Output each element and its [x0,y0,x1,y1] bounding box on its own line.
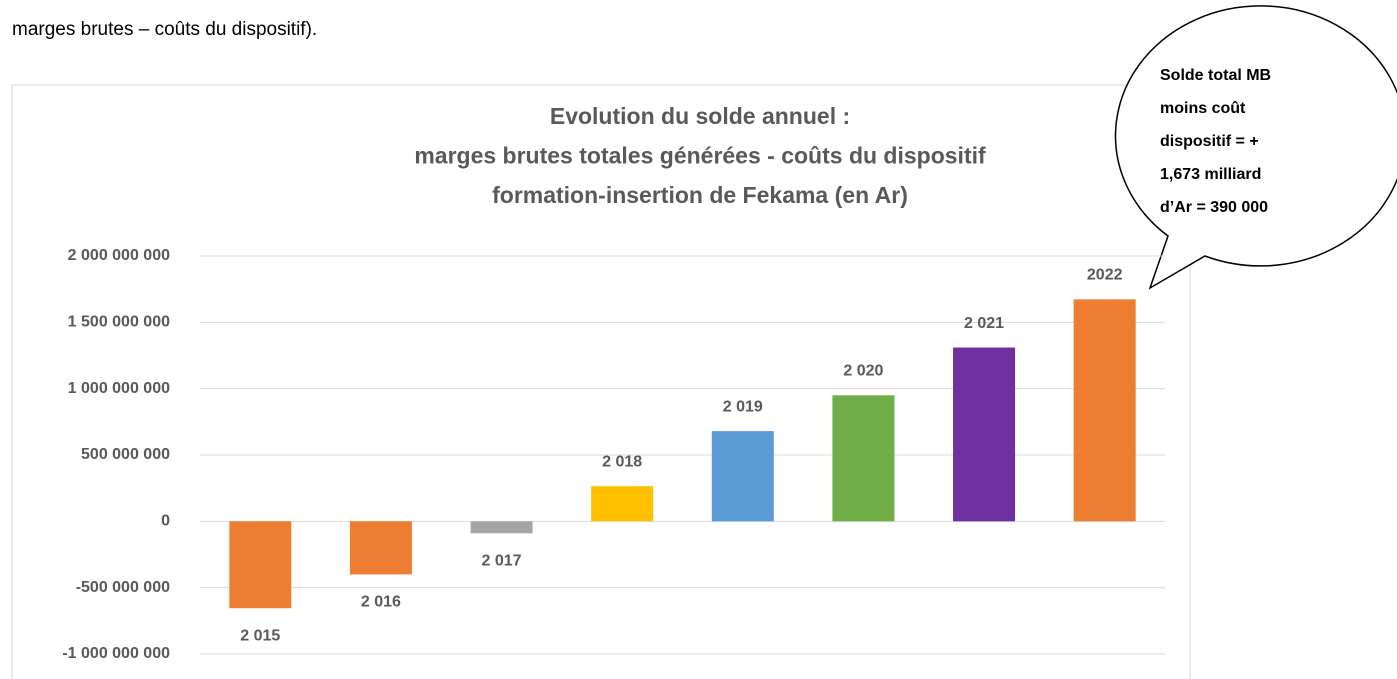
y-tick-label: 1 500 000 000 [68,314,170,331]
bar [711,431,774,522]
data-label: 2 021 [964,315,1004,332]
data-label: 2 015 [240,627,280,644]
bar [953,347,1016,522]
data-label: 2 020 [843,363,883,380]
y-tick-label: 1 000 000 000 [68,380,170,397]
bar [1073,299,1136,522]
chart-title: marges brutes totales générées - coûts d… [414,143,986,169]
bar [470,521,533,534]
y-tick-label: -1 000 000 000 [62,645,170,662]
bar [349,521,412,575]
intro-text: marges brutes – coûts du dispositif). [12,19,317,40]
data-label: 2022 [1087,267,1123,284]
bar [591,486,654,522]
callout-text: Solde total MB [1160,67,1271,84]
chart-title: Evolution du solde annuel : [550,103,850,129]
data-label: 2 018 [602,453,642,470]
y-tick-label: 0 [161,513,170,530]
callout-text: 1,673 milliard [1160,166,1261,183]
data-label: 2 019 [723,398,763,415]
y-tick-label: 500 000 000 [81,446,170,463]
chart-title: formation-insertion de Fekama (en Ar) [492,182,908,208]
callout-text: dispositif = + [1160,133,1259,150]
callout-bubble [1114,5,1397,290]
y-tick-label: 2 000 000 000 [68,247,170,264]
data-label: 2 016 [361,594,401,611]
callout-text: d’Ar = 390 000 [1160,199,1268,216]
bar [229,521,292,609]
bar [832,395,895,522]
callout-text: moins coût [1160,100,1246,117]
y-tick-label: -500 000 000 [76,579,170,596]
data-label: 2 017 [482,552,522,569]
